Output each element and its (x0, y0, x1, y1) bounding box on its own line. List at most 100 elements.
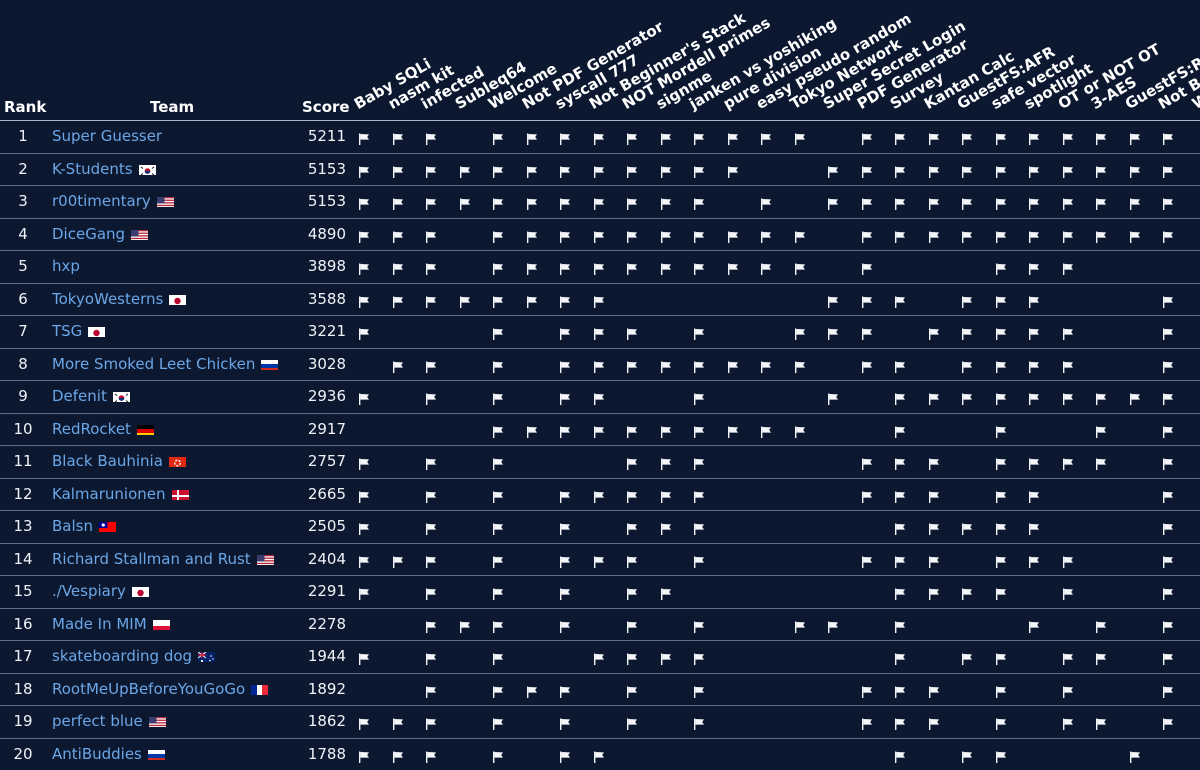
team-name[interactable]: hxp (52, 257, 80, 276)
team-name[interactable]: r00timentary (52, 192, 151, 211)
team-link[interactable]: DiceGang (52, 224, 149, 243)
team-name[interactable]: skateboarding dog (52, 647, 193, 666)
solved-flag-icon (894, 423, 906, 438)
solved-flag-icon (425, 683, 437, 698)
solved-flag-icon (392, 715, 404, 731)
team-link[interactable]: Black Bauhinia (52, 452, 186, 470)
solved-flag-icon (492, 618, 504, 633)
solved-flag-icon (459, 163, 471, 178)
country-flag-pl (152, 618, 170, 630)
solved-flag-icon (626, 358, 638, 373)
solved-flag-icon (961, 293, 973, 308)
team-link[interactable]: RedRocket (52, 420, 154, 438)
solved-flag-icon (995, 358, 1007, 373)
team-link[interactable]: AntiBuddies (52, 745, 165, 763)
team-link[interactable]: Super Guesser (52, 127, 162, 145)
team-link[interactable]: TSG (52, 322, 106, 341)
team-link[interactable]: ./Vespiary (52, 582, 149, 600)
team-name[interactable]: Made In MIM (52, 614, 147, 633)
team-name[interactable]: ./Vespiary (52, 582, 126, 601)
solved-flag-icon (392, 748, 404, 763)
row-divider (0, 510, 1200, 511)
solved-flag-icon (358, 195, 370, 211)
solved-flag-icon (626, 585, 638, 601)
team-link[interactable]: RootMeUpBeforeYouGoGo (52, 679, 269, 698)
team-name[interactable]: Kalmarunionen (52, 484, 166, 503)
solved-flag-icon (693, 553, 705, 568)
team-link[interactable]: Balsn (52, 517, 116, 535)
country-flag-hk (168, 455, 186, 468)
country-flag-jp (169, 293, 187, 305)
team-name[interactable]: K-Students (52, 159, 133, 178)
team-name[interactable]: Richard Stallman and Rust (52, 549, 251, 568)
team-name[interactable]: Super Guesser (52, 127, 163, 146)
solved-flag-icon (961, 650, 973, 666)
solved-flag-icon (995, 488, 1007, 503)
row-divider (0, 185, 1200, 186)
team-name[interactable]: More Smoked Leet Chicken (52, 354, 256, 373)
team-name[interactable]: AntiBuddies (52, 744, 142, 763)
solved-flag-icon (358, 488, 370, 503)
solved-flag-icon (1062, 715, 1074, 731)
solved-flag-icon (425, 293, 437, 308)
team-link[interactable]: K-Students (52, 160, 156, 178)
solved-flag-icon (526, 130, 538, 146)
team-link[interactable]: TokyoWesterns (52, 289, 187, 308)
team-link[interactable]: hxp (52, 257, 80, 275)
solved-flag-icon (961, 130, 973, 146)
solved-flag-icon (727, 130, 739, 146)
solved-flag-icon (861, 325, 873, 341)
team-link[interactable]: More Smoked Leet Chicken (52, 354, 279, 373)
team-link[interactable]: r00timentary (52, 192, 174, 210)
team-name[interactable]: Balsn (52, 517, 93, 536)
solved-flag-icon (1095, 618, 1107, 633)
solved-flag-icon (593, 748, 605, 763)
country-flag-dk (171, 488, 189, 500)
solved-flag-icon (1162, 390, 1174, 406)
rank-cell: 3 (18, 192, 28, 211)
solved-flag-icon (425, 455, 437, 471)
score-cell: 2404 (307, 549, 346, 568)
solved-flag-icon (559, 390, 571, 406)
team-link[interactable]: perfect blue (52, 712, 166, 730)
team-name[interactable]: perfect blue (52, 712, 143, 731)
country-flag-kr (112, 390, 130, 403)
header-divider (0, 120, 1200, 121)
solved-flag-icon (492, 163, 504, 178)
solved-flag-icon (392, 293, 404, 308)
team-name[interactable]: RootMeUpBeforeYouGoGo (52, 679, 246, 698)
row-divider (0, 575, 1200, 576)
team-name[interactable]: Black Bauhinia (52, 452, 163, 471)
solved-flag-icon (961, 748, 973, 763)
solved-flag-icon (593, 130, 605, 146)
solved-flag-icon (1028, 358, 1040, 373)
row-divider (0, 477, 1200, 479)
solved-flag-icon (559, 553, 571, 568)
country-flag-us (131, 228, 149, 240)
solved-flag-icon (392, 195, 404, 211)
solved-flag-icon (593, 423, 605, 438)
solved-flag-icon (1028, 260, 1040, 276)
team-name[interactable]: DiceGang (52, 224, 126, 243)
solved-flag-icon (1028, 195, 1040, 211)
solved-flag-icon (827, 163, 839, 178)
solved-flag-icon (492, 390, 504, 406)
team-link[interactable]: Richard Stallman and Rust (52, 550, 274, 568)
solved-flag-icon (358, 748, 370, 763)
solved-flag-icon (559, 163, 571, 178)
team-link[interactable]: Kalmarunionen (52, 485, 189, 503)
solved-flag-icon (492, 358, 504, 373)
country-flag-us (256, 553, 274, 565)
team-name[interactable]: RedRocket (52, 419, 131, 438)
team-name[interactable]: Defenit (52, 387, 107, 406)
team-name[interactable]: TokyoWesterns (52, 289, 164, 308)
team-name[interactable]: TSG (52, 322, 83, 341)
solved-flag-icon (626, 228, 638, 243)
solved-flag-icon (995, 585, 1007, 601)
solved-flag-icon (1028, 520, 1040, 536)
team-link[interactable]: Made In MIM (52, 615, 170, 633)
solved-flag-icon (1062, 455, 1074, 471)
team-link[interactable]: Defenit (52, 387, 130, 405)
solved-flag-icon (392, 163, 404, 178)
team-link[interactable]: skateboarding dog (52, 647, 216, 666)
